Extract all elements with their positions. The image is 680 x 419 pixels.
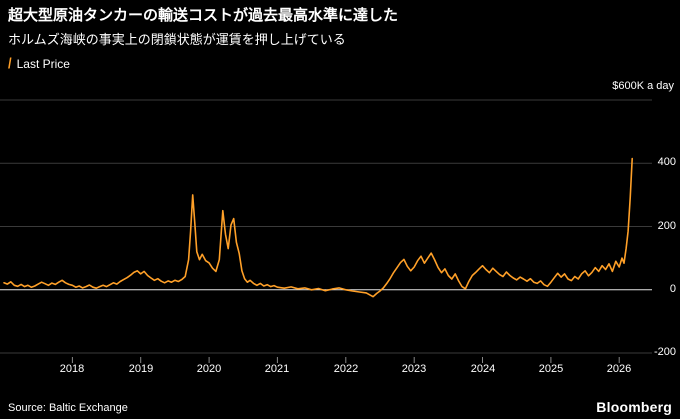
y-tick-label: 200: [657, 220, 676, 232]
y-tick-label: 400: [657, 156, 676, 168]
x-tick-label: 2025: [538, 363, 564, 375]
series-color-mark-icon: /: [8, 54, 12, 73]
x-tick-label: 2022: [333, 363, 359, 375]
price-line: [3, 157, 634, 298]
x-tick-label: 2026: [606, 363, 632, 375]
legend-label: Last Price: [16, 56, 70, 71]
chart-header: 超大型原油タンカーの輸送コストが過去最高水準に達した ホルムズ海峡の事実上の閉鎖…: [8, 6, 672, 48]
y-axis-unit-label: $600K a day: [612, 80, 674, 92]
x-tick-label: 2020: [196, 363, 222, 375]
y-tick-label: -200: [653, 346, 676, 358]
chart-subtitle: ホルムズ海峡の事実上の閉鎖状態が運賃を押し上げている: [8, 32, 346, 48]
x-tick-label: 2024: [470, 363, 496, 375]
x-tick-label: 2021: [264, 363, 290, 375]
x-tick-label: 2018: [59, 363, 85, 375]
legend: / Last Price: [8, 54, 70, 73]
x-tick-label: 2023: [401, 363, 427, 375]
bloomberg-logo: Bloomberg: [596, 399, 672, 415]
chart-title: 超大型原油タンカーの輸送コストが過去最高水準に達した: [8, 7, 399, 24]
source-note: Source: Baltic Exchange: [8, 402, 128, 414]
y-tick-label: 0: [669, 283, 676, 295]
x-tick-label: 2019: [128, 363, 154, 375]
